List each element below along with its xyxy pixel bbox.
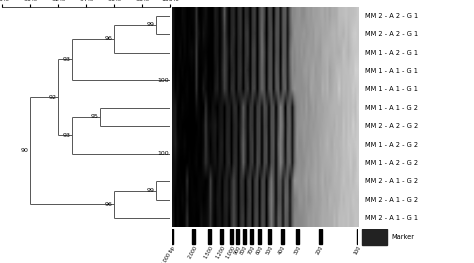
Text: Marker: Marker [391,234,414,240]
Bar [362,229,387,245]
Bar [170,229,173,244]
Bar [208,229,211,244]
Text: 1,500: 1,500 [203,245,214,260]
Text: 300: 300 [293,245,302,256]
Text: MM 1 - A 2 - G 2: MM 1 - A 2 - G 2 [365,141,419,148]
Text: MM 2 - A 1 - G 2: MM 2 - A 1 - G 2 [365,178,419,184]
Text: 3,000 bp: 3,000 bp [161,245,176,263]
Text: MM 2 - A 2 - G 1: MM 2 - A 2 - G 1 [365,31,419,37]
Text: 900: 900 [233,245,242,256]
Text: 200: 200 [316,245,325,256]
Bar [192,229,195,244]
Bar [230,229,234,244]
Bar [236,229,239,244]
Text: 90: 90 [21,148,28,153]
Text: MM 2 - A 2 - G 2: MM 2 - A 2 - G 2 [365,123,419,129]
Text: 93: 93 [63,133,71,138]
Text: 500: 500 [265,245,274,256]
Text: 2,000: 2,000 [187,245,198,260]
Bar [250,229,253,244]
Bar [357,229,360,244]
Text: 600: 600 [255,245,264,256]
Text: MM 2 - A 2 - G 1: MM 2 - A 2 - G 1 [365,13,419,19]
Text: 96: 96 [105,202,112,207]
Text: 100: 100 [157,151,168,156]
Text: MM 2 - A 1 - G 1: MM 2 - A 1 - G 1 [365,215,419,221]
Bar [319,229,322,244]
Text: 93: 93 [63,57,71,62]
Text: 400: 400 [277,245,286,256]
Text: 100: 100 [354,245,363,256]
Text: MM 1 - A 2 - G 1: MM 1 - A 2 - G 1 [365,50,419,55]
Text: 1,000: 1,000 [225,245,237,260]
Text: 96: 96 [105,36,112,41]
Text: MM 1 - A 1 - G 1: MM 1 - A 1 - G 1 [365,86,418,92]
Bar [220,229,223,244]
Text: 700: 700 [247,245,256,256]
Text: 100: 100 [157,78,168,83]
Text: 95: 95 [91,114,99,119]
Bar [268,229,272,244]
Text: 99: 99 [146,22,155,27]
Text: 1,200: 1,200 [215,245,226,260]
Bar [281,229,284,244]
Text: 800: 800 [239,245,248,256]
Text: MM 1 - A 1 - G 2: MM 1 - A 1 - G 2 [365,105,419,111]
Bar [243,229,246,244]
Bar [296,229,300,244]
Text: 99: 99 [146,188,155,193]
Text: 92: 92 [49,95,56,100]
Text: MM 1 - A 2 - G 2: MM 1 - A 2 - G 2 [365,160,419,166]
Text: MM 1 - A 1 - G 1: MM 1 - A 1 - G 1 [365,68,418,74]
Text: MM 2 - A 1 - G 2: MM 2 - A 1 - G 2 [365,197,419,203]
Bar [258,229,262,244]
